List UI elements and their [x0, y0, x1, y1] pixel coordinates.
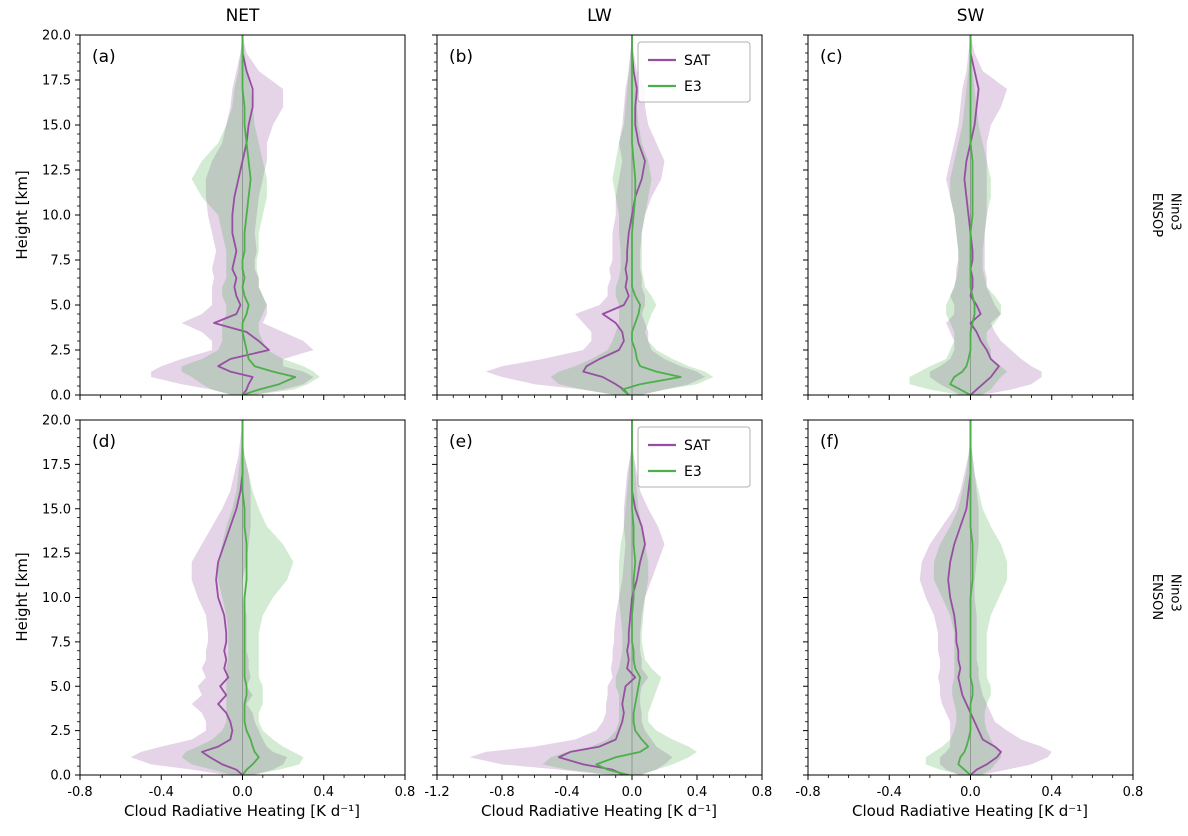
panel-a-chart: 0.0 2.5 5.0 7.5 10.0 12.5 15.0 17.5 20.0 (a) [42, 29, 406, 404]
svg-text:-1.2: -1.2 [424, 785, 449, 800]
svg-text:12.5: 12.5 [42, 547, 71, 562]
svg-text:17.5: 17.5 [42, 74, 71, 89]
svg-text:SAT: SAT [684, 438, 711, 454]
svg-text:15.0: 15.0 [42, 119, 71, 134]
svg-text:(b): (b) [449, 47, 473, 67]
panel-b-chart: (b) SAT E3 [432, 34, 763, 400]
svg-text:10.0: 10.0 [42, 209, 71, 224]
svg-text:0.0: 0.0 [622, 785, 643, 800]
panel-f-chart: -0.8 -0.4 0.0 0.4 0.8 (f) [795, 419, 1143, 800]
col-title-net: NET [225, 6, 260, 26]
y-axis-label-bottom: Height [km] [13, 552, 31, 642]
svg-text:5.0: 5.0 [50, 299, 71, 314]
x-axis-label-sw: Cloud Radiative Heating [K d⁻¹] [851, 802, 1089, 820]
svg-text:E3: E3 [684, 79, 702, 95]
svg-text:(f): (f) [820, 432, 839, 452]
panel-e-chart: -1.2 -0.8 -0.4 0.0 0.4 0.8 (e) SAT E3 [424, 419, 772, 800]
row-label-enson: ENSON Nino3 [1146, 574, 1184, 620]
col-title-lw: LW [587, 6, 612, 26]
svg-text:0.4: 0.4 [313, 785, 334, 800]
svg-text:0.4: 0.4 [1041, 785, 1062, 800]
svg-text:-0.8: -0.8 [67, 785, 92, 800]
x-axis-label-net: Cloud Radiative Heating [K d⁻¹] [123, 802, 361, 820]
svg-text:(e): (e) [449, 432, 473, 452]
svg-text:0.8: 0.8 [752, 785, 773, 800]
svg-text:10.0: 10.0 [42, 591, 71, 606]
svg-text:-0.4: -0.4 [877, 785, 902, 800]
svg-text:0.0: 0.0 [960, 785, 981, 800]
svg-text:-0.8: -0.8 [489, 785, 514, 800]
svg-text:12.5: 12.5 [42, 164, 71, 179]
row-label-ensop-line1: ENSOP [1148, 192, 1164, 238]
svg-text:15.0: 15.0 [42, 502, 71, 517]
row-label-ensop: ENSOP Nino3 [1146, 193, 1184, 237]
svg-text:7.5: 7.5 [50, 635, 71, 650]
svg-text:-0.4: -0.4 [554, 785, 579, 800]
svg-text:0.8: 0.8 [395, 785, 416, 800]
svg-text:(a): (a) [92, 47, 116, 67]
svg-text:0.0: 0.0 [232, 785, 253, 800]
svg-text:-0.4: -0.4 [149, 785, 174, 800]
x-axis-label-lw: Cloud Radiative Heating [K d⁻¹] [480, 802, 718, 820]
svg-text:-0.8: -0.8 [795, 785, 820, 800]
y-axis-label-top: Height [km] [13, 170, 31, 260]
svg-text:E3: E3 [684, 464, 702, 480]
svg-text:20.0: 20.0 [42, 414, 71, 429]
svg-text:0.4: 0.4 [687, 785, 708, 800]
svg-text:0.0: 0.0 [50, 389, 71, 404]
panel-d-chart: -0.8 -0.4 0.0 0.4 0.8 0.0 2.5 5.0 7.5 10.0 12.5 15.… [42, 414, 415, 801]
svg-text:(c): (c) [820, 47, 843, 67]
col-title-sw: SW [956, 6, 985, 26]
svg-text:5.0: 5.0 [50, 680, 71, 695]
svg-text:2.5: 2.5 [50, 344, 71, 359]
row-label-enson-line1: ENSON [1148, 573, 1164, 621]
row-label-enson-line2: Nino3 [1167, 573, 1183, 612]
svg-text:2.5: 2.5 [50, 724, 71, 739]
svg-text:0.0: 0.0 [50, 769, 71, 784]
svg-text:SAT: SAT [684, 53, 711, 69]
svg-text:7.5: 7.5 [50, 254, 71, 269]
svg-text:0.8: 0.8 [1123, 785, 1144, 800]
svg-text:17.5: 17.5 [42, 458, 71, 473]
row-label-ensop-line2: Nino3 [1167, 192, 1183, 231]
svg-text:20.0: 20.0 [42, 29, 71, 44]
panel-c-chart: (c) [803, 34, 1134, 400]
svg-text:(d): (d) [92, 432, 116, 452]
